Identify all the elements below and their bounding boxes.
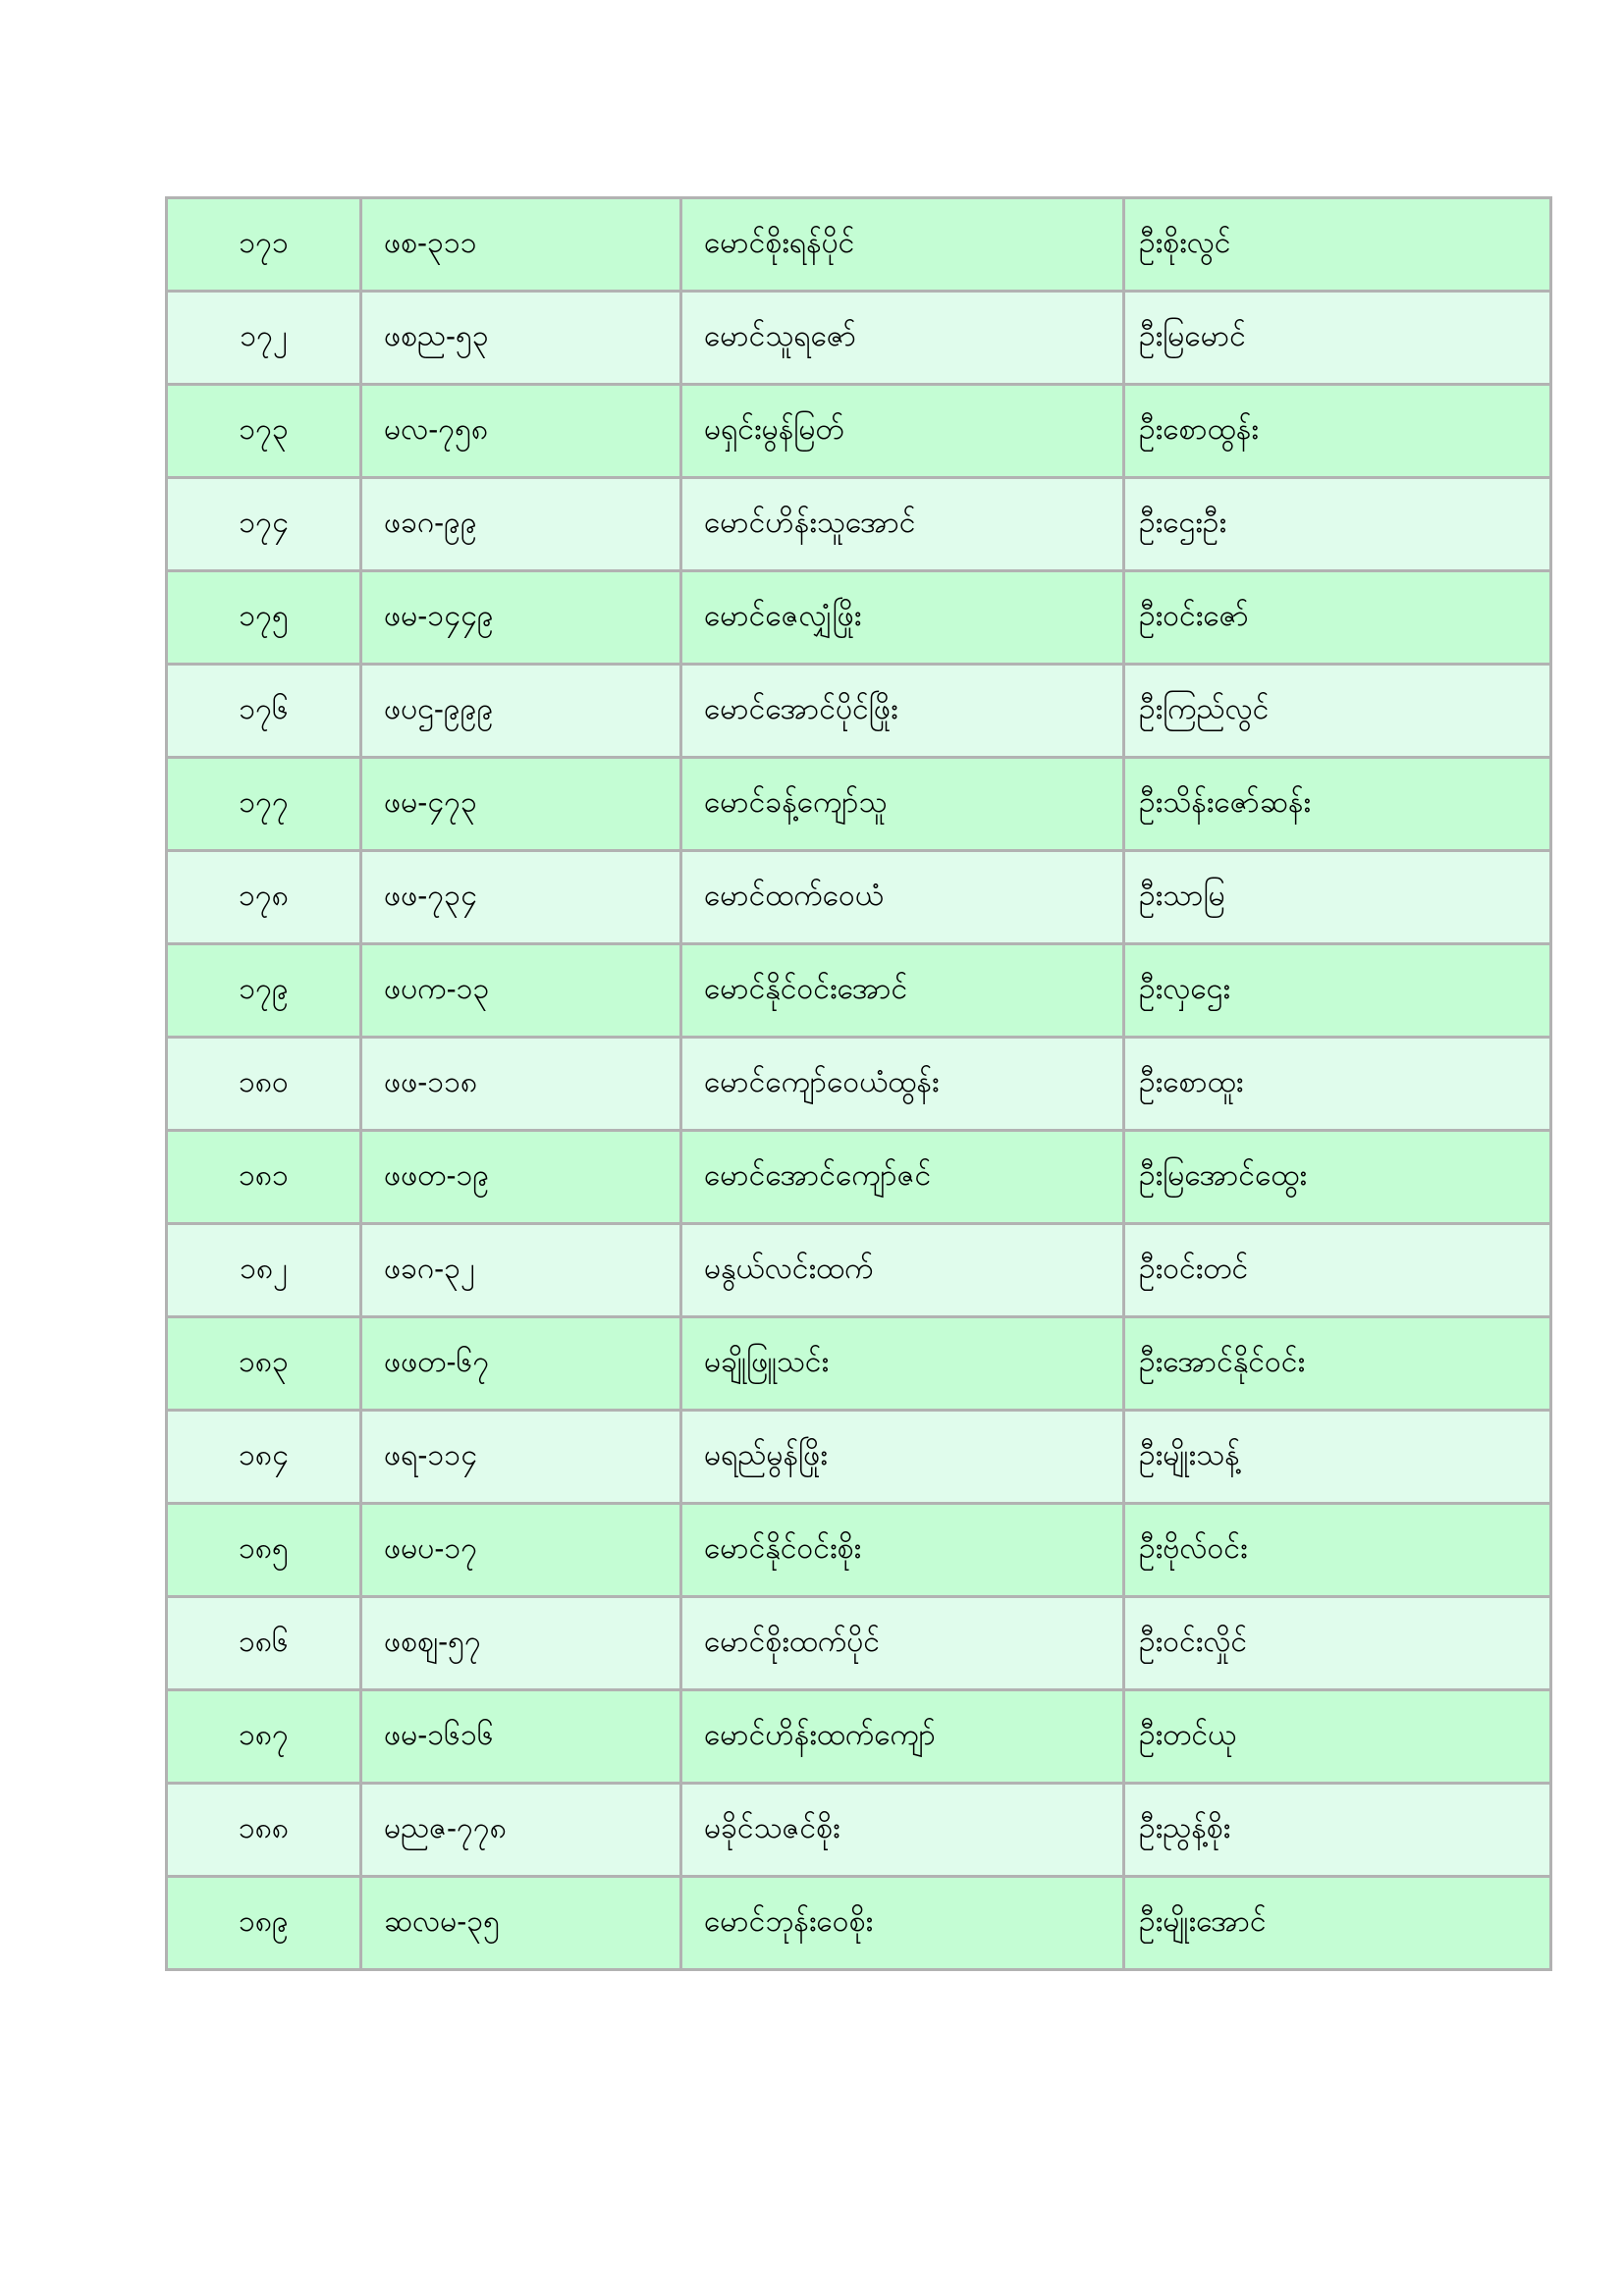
name-cell: မောင်အောင်ပိုင်ဖြိုး — [679, 663, 1125, 759]
parent-name-cell: ဦးညွန့်စိုး — [1122, 1782, 1552, 1878]
table-row: ၁၈၃ ဖဖတ-၆၇ မချိုဖြူသင်း ဦးအောင်နိုင်ဝင်း — [165, 1315, 1552, 1412]
name-cell: မောင်ဟိန်းထက်ကျော် — [679, 1688, 1125, 1785]
parent-name-cell: ဦးဌေးဦး — [1122, 476, 1552, 572]
table-row: ၁၇၂ ဖစည-၅၃ မောင်သူရဇော် ဦးမြမောင် — [165, 290, 1552, 386]
code-cell: ဖခဂ-၉၉ — [359, 476, 682, 572]
code-cell: ဖစည-၅၃ — [359, 290, 682, 386]
parent-name-cell: ဦးလှဌေး — [1122, 942, 1552, 1039]
table-row: ၁၈၈ မညဇ-၇၇၈ မခိုင်သဇင်စိုး ဦးညွန့်စိုး — [165, 1782, 1552, 1878]
name-cell: မောင်နိုင်ဝင်းစိုး — [679, 1502, 1125, 1598]
row-number-cell: ၁၇၇ — [165, 756, 362, 852]
table-row: ၁၈၇ ဖမ-၁၆၁၆ မောင်ဟိန်းထက်ကျော် ဦးတင်ယု — [165, 1688, 1552, 1785]
row-number-cell: ၁၈၁ — [165, 1129, 362, 1225]
name-cell: မောင်ဇေလျှံဖြိုး — [679, 569, 1125, 666]
code-cell: ဖမ-၁၆၁၆ — [359, 1688, 682, 1785]
code-cell: မညဇ-၇၇၈ — [359, 1782, 682, 1878]
name-cell: မခိုင်သဇင်စိုး — [679, 1782, 1125, 1878]
name-cell: မောင်ကျော်ဝေယံထွန်း — [679, 1036, 1125, 1132]
name-cell: မောင်ဘုန်းဝေစိုး — [679, 1875, 1125, 1971]
table-row: ၁၇၆ ဖပဌ-၉၉၉ မောင်အောင်ပိုင်ဖြိုး ဦးကြည်လွင် — [165, 663, 1552, 759]
row-number-cell: ၁၈၂ — [165, 1222, 362, 1318]
row-number-cell: ၁၈၅ — [165, 1502, 362, 1598]
parent-name-cell: ဦးကြည်လွင် — [1122, 663, 1552, 759]
row-number-cell: ၁၇၉ — [165, 942, 362, 1039]
parent-name-cell: ဦးတင်ယု — [1122, 1688, 1552, 1785]
parent-name-cell: ဦးမျိုးအောင် — [1122, 1875, 1552, 1971]
name-cell: မောင်ထက်ဝေယံ — [679, 849, 1125, 945]
table-row: ၁၈၁ ဖဖတ-၁၉ မောင်အောင်ကျော်ဇင် ဦးမြအောင်ထွေး — [165, 1129, 1552, 1225]
name-cell: မရည်မွန်ဖြိုး — [679, 1409, 1125, 1505]
code-cell: ဖမ-၄၇၃ — [359, 756, 682, 852]
code-cell: ဖဖ-၁၁၈ — [359, 1036, 682, 1132]
table-row: ၁၈၄ ဖရ-၁၁၄ မရည်မွန်ဖြိုး ဦးမျိုးသန့် — [165, 1409, 1552, 1505]
row-number-cell: ၁၈၀ — [165, 1036, 362, 1132]
name-cell: မရှင်းမွန်မြတ် — [679, 383, 1125, 479]
table-row: ၁၇၇ ဖမ-၄၇၃ မောင်ခန့်ကျော်သူ ဦးသိန်းဇော်ဆန်း — [165, 756, 1552, 852]
name-cell: မောင်ဟိန်းသူအောင် — [679, 476, 1125, 572]
code-cell: ဖပက-၁၃ — [359, 942, 682, 1039]
name-cell: မောင်အောင်ကျော်ဇင် — [679, 1129, 1125, 1225]
table-row: ၁၇၄ ဖခဂ-၉၉ မောင်ဟိန်းသူအောင် ဦးဌေးဦး — [165, 476, 1552, 572]
row-number-cell: ၁၇၃ — [165, 383, 362, 479]
table-row: ၁၇၃ မလ-၇၅၈ မရှင်းမွန်မြတ် ဦးစောထွန်း — [165, 383, 1552, 479]
name-cell: မနွယ်လင်းထက် — [679, 1222, 1125, 1318]
parent-name-cell: ဦးသိန်းဇော်ဆန်း — [1122, 756, 1552, 852]
row-number-cell: ၁၇၂ — [165, 290, 362, 386]
parent-name-cell: ဦးဗိုလ်ဝင်း — [1122, 1502, 1552, 1598]
parent-name-cell: ဦးစိုးလွင် — [1122, 196, 1552, 293]
code-cell: ဖပဌ-၉၉၉ — [359, 663, 682, 759]
roster-table-body: ၁၇၁ ဖစ-၃၁၁ မောင်စိုးရန်ပိုင် ဦးစိုးလွင် ၁၇၂ဖ… — [165, 196, 1552, 1971]
parent-name-cell: ဦးမြအောင်ထွေး — [1122, 1129, 1552, 1225]
table-row: ၁၈၀ ဖဖ-၁၁၈ မောင်ကျော်ဝေယံထွန်း ဦးစောထူး — [165, 1036, 1552, 1132]
name-cell: မောင်သူရဇော် — [679, 290, 1125, 386]
row-number-cell: ၁၇၄ — [165, 476, 362, 572]
parent-name-cell: ဦးစောထူး — [1122, 1036, 1552, 1132]
table-row: ၁၇၅ ဖမ-၁၄၄၉ မောင်ဇေလျှံဖြိုး ဦးဝင်းဇော် — [165, 569, 1552, 666]
code-cell: ဖဖတ-၁၉ — [359, 1129, 682, 1225]
table-row: ၁၇၁ ဖစ-၃၁၁ မောင်စိုးရန်ပိုင် ဦးစိုးလွင် — [165, 196, 1552, 293]
row-number-cell: ၁၈၆ — [165, 1595, 362, 1691]
table-row: ၁၇၉ ဖပက-၁၃ မောင်နိုင်ဝင်းအောင် ဦးလှဌေး — [165, 942, 1552, 1039]
parent-name-cell: ဦးစောထွန်း — [1122, 383, 1552, 479]
parent-name-cell: ဦးဝင်းလှိုင် — [1122, 1595, 1552, 1691]
parent-name-cell: ဦးသာမြ — [1122, 849, 1552, 945]
code-cell: ဖဖ-၇၃၄ — [359, 849, 682, 945]
row-number-cell: ၁၈၃ — [165, 1315, 362, 1412]
row-number-cell: ၁၇၁ — [165, 196, 362, 293]
roster-table: ၁၇၁ ဖစ-၃၁၁ မောင်စိုးရန်ပိုင် ဦးစိုးလွင် ၁၇၂ဖ… — [165, 196, 1552, 1971]
name-cell: မောင်နိုင်ဝင်းအောင် — [679, 942, 1125, 1039]
code-cell: ဖခဂ-၃၂ — [359, 1222, 682, 1318]
code-cell: ဆလမ-၃၅ — [359, 1875, 682, 1971]
row-number-cell: ၁၇၅ — [165, 569, 362, 666]
row-number-cell: ၁၈၉ — [165, 1875, 362, 1971]
parent-name-cell: ဦးမျိုးသန့် — [1122, 1409, 1552, 1505]
name-cell: မောင်စိုးရန်ပိုင် — [679, 196, 1125, 293]
row-number-cell: ၁၈၈ — [165, 1782, 362, 1878]
code-cell: ဖမ-၁၄၄၉ — [359, 569, 682, 666]
row-number-cell: ၁၇၆ — [165, 663, 362, 759]
code-cell: ဖစ-၃၁၁ — [359, 196, 682, 293]
parent-name-cell: ဦးဝင်းဇော် — [1122, 569, 1552, 666]
parent-name-cell: ဦးဝင်းတင် — [1122, 1222, 1552, 1318]
parent-name-cell: ဦးမြမောင် — [1122, 290, 1552, 386]
table-row: ၁၈၂ ဖခဂ-၃၂ မနွယ်လင်းထက် ဦးဝင်းတင် — [165, 1222, 1552, 1318]
code-cell: ဖရ-၁၁၄ — [359, 1409, 682, 1505]
table-row: ၁၈၉ ဆလမ-၃၅ မောင်ဘုန်းဝေစိုး ဦးမျိုးအောင် — [165, 1875, 1552, 1971]
row-number-cell: ၁၈၄ — [165, 1409, 362, 1505]
name-cell: မောင်စိုးထက်ပိုင် — [679, 1595, 1125, 1691]
table-row: ၁၈၅ ဖမပ-၁၇ မောင်နိုင်ဝင်းစိုး ဦးဗိုလ်ဝင်း — [165, 1502, 1552, 1598]
code-cell: မလ-၇၅၈ — [359, 383, 682, 479]
table-row: ၁၇၈ ဖဖ-၇၃၄ မောင်ထက်ဝေယံ ဦးသာမြ — [165, 849, 1552, 945]
name-cell: မချိုဖြူသင်း — [679, 1315, 1125, 1412]
table-row: ၁၈၆ ဖစဈ-၅၇ မောင်စိုးထက်ပိုင် ဦးဝင်းလှိုင် — [165, 1595, 1552, 1691]
code-cell: ဖစဈ-၅၇ — [359, 1595, 682, 1691]
row-number-cell: ၁၇၈ — [165, 849, 362, 945]
name-cell: မောင်ခန့်ကျော်သူ — [679, 756, 1125, 852]
code-cell: ဖမပ-၁၇ — [359, 1502, 682, 1598]
code-cell: ဖဖတ-၆၇ — [359, 1315, 682, 1412]
parent-name-cell: ဦးအောင်နိုင်ဝင်း — [1122, 1315, 1552, 1412]
row-number-cell: ၁၈၇ — [165, 1688, 362, 1785]
